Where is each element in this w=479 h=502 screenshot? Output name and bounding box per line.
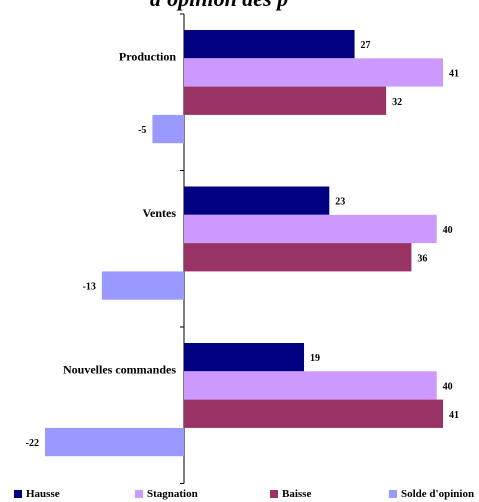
legend-swatch-stagnation: [135, 490, 143, 498]
bar-4-1: [152, 114, 184, 144]
bar-4-3: [45, 427, 185, 457]
chart-title-fragment: d'opinion des p: [150, 0, 288, 12]
legend-label-solde: Solde d'opinion: [401, 488, 475, 500]
bar-3-3: [184, 399, 443, 428]
bar-1-3: [184, 343, 305, 372]
legend-label-hausse: Hausse: [26, 488, 60, 500]
legend-label-stagnation: Stagnation: [147, 488, 198, 500]
data-label: 36: [417, 253, 427, 264]
bar-2-3: [184, 371, 437, 400]
bar-3-2: [184, 243, 412, 272]
bar-2-2: [184, 214, 437, 244]
legend-item-hausse: Hausse: [14, 488, 60, 500]
legend-swatch-baisse: [270, 490, 278, 498]
legend-item-solde: Solde d'opinion: [389, 488, 474, 500]
data-label: -13: [83, 282, 96, 293]
data-label: 32: [392, 97, 402, 108]
data-label: -22: [26, 438, 39, 449]
category-label: Nouvelles commandes: [63, 363, 176, 377]
chart-legend: Hausse Stagnation Baisse Solde d'opinion: [0, 488, 479, 502]
data-label: 27: [361, 40, 371, 51]
data-label: 40: [443, 381, 453, 392]
legend-item-baisse: Baisse: [270, 488, 311, 500]
data-label: 40: [443, 225, 453, 236]
data-label: 41: [449, 410, 459, 421]
category-label: Production: [119, 50, 176, 64]
bar-1-1: [184, 30, 355, 59]
bar-1-2: [184, 186, 330, 215]
legend-swatch-hausse: [14, 490, 22, 498]
legend-item-stagnation: Stagnation: [135, 488, 198, 500]
legend-label-baisse: Baisse: [282, 488, 312, 500]
data-label: 19: [310, 353, 320, 364]
legend-swatch-solde: [389, 490, 397, 498]
bar-3-1: [184, 86, 387, 115]
category-label: Ventes: [142, 206, 176, 220]
bar-2-1: [184, 58, 443, 87]
data-label: -5: [138, 125, 146, 136]
bar-chart: 27 41 32 -5 Production 23 40 36 -13 Ventes 19 40 41 -…: [26, 13, 459, 484]
data-label: 41: [449, 68, 459, 79]
data-label: 23: [335, 197, 345, 208]
bar-4-2: [101, 271, 184, 300]
